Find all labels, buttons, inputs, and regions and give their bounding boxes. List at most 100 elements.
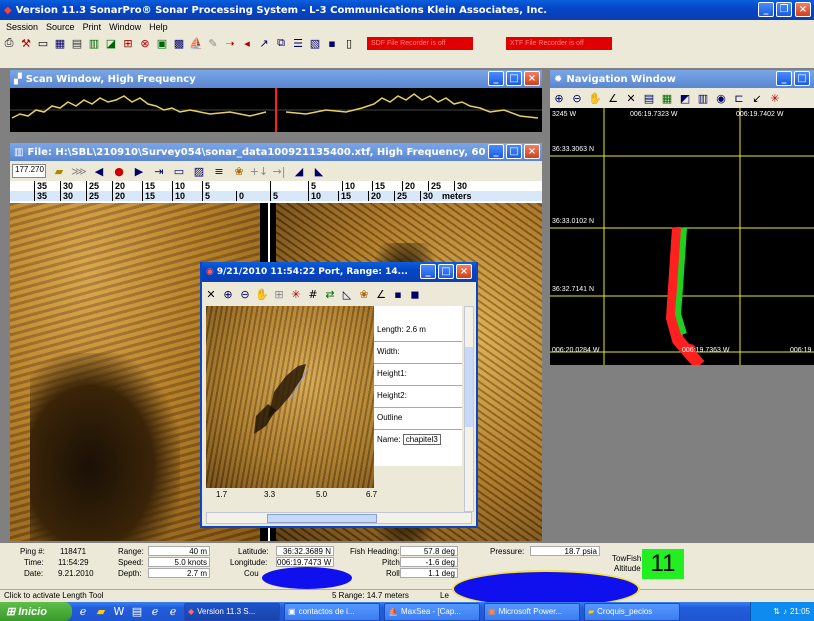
quick-launch-doc-icon[interactable]: ▤ [131, 605, 143, 618]
scan-close-button[interactable]: × [524, 71, 540, 86]
target-zoom-out-icon[interactable]: ⊖ [240, 287, 250, 301]
zoom-in-icon[interactable]: +↓ [249, 164, 269, 178]
target-hatch-icon[interactable]: # [308, 287, 318, 301]
task-maxsea[interactable]: ⛵ MaxSea - [Cap... [384, 602, 480, 621]
boat-icon[interactable]: ⛵ [189, 36, 203, 50]
nav-track-icon[interactable]: ⊏ [734, 91, 744, 105]
scan-window-title-bar[interactable]: ▞ Scan Window, High Frequency _ □ × [10, 70, 542, 88]
nav-table-icon[interactable]: ▥ [697, 91, 709, 105]
palette-icon[interactable]: ❀ [234, 164, 244, 178]
layout-icon[interactable]: ▣ [156, 36, 168, 50]
outline-field[interactable]: Outline [374, 406, 462, 430]
app-title-bar[interactable]: ◆ Version 11.3 SonarPro® Sonar Processin… [0, 0, 814, 20]
nav-clear-icon[interactable]: ✕ [626, 91, 636, 105]
file-maximize-button[interactable]: □ [506, 144, 522, 159]
target-image[interactable] [206, 306, 374, 488]
file-close-button[interactable]: × [524, 144, 540, 159]
file-minimize-button[interactable]: _ [488, 144, 504, 159]
target-zoom-in-icon[interactable]: ⊕ [223, 287, 233, 301]
target-close-tool-icon[interactable]: ✕ [206, 287, 216, 301]
settings-icon[interactable]: ▨ [193, 164, 205, 178]
target-icon[interactable]: ◪ [105, 36, 117, 50]
print-icon[interactable]: ⎙ [4, 36, 14, 49]
xtf-recorder-button[interactable]: XTF File Recorder is off [506, 37, 612, 50]
tray-network-icon[interactable]: ⇅ [773, 607, 780, 616]
quick-launch-ie2-icon[interactable]: ℯ [151, 605, 159, 618]
close-button[interactable]: × [795, 2, 811, 17]
angle-icon[interactable]: ◣ [314, 164, 324, 178]
file-window-title-bar[interactable]: ▥ File: H:\SBL\210910\Survey054\sonar_da… [10, 143, 542, 161]
target-maximize-button[interactable]: □ [438, 264, 454, 279]
map-icon[interactable]: ⊞ [123, 36, 133, 50]
nav-measure-icon[interactable]: ∠ [608, 91, 618, 105]
page-icon[interactable]: ▯ [345, 36, 353, 50]
tools-icon[interactable]: ⚒ [21, 36, 31, 50]
nav-maximize-button[interactable]: □ [794, 71, 810, 86]
menu-source[interactable]: Source [46, 22, 75, 32]
task-croquis[interactable]: ▰ Croquis_pecios [584, 602, 680, 621]
pencil-icon[interactable]: ✎ [208, 36, 218, 50]
target-save-icon[interactable]: ▪ [394, 287, 402, 301]
quick-launch-folder-icon[interactable]: ▰ [96, 605, 106, 618]
minimize-button[interactable]: _ [758, 2, 774, 17]
pointer-icon[interactable]: ↗ [259, 36, 269, 50]
height2-field[interactable]: Height2: [374, 384, 462, 408]
stop-icon[interactable]: ● [114, 164, 124, 178]
target-arrows-icon[interactable]: ⇄ [325, 287, 335, 301]
target-window-title-bar[interactable]: ◉ 9/21/2010 11:54:22 Port, Range: 14... … [202, 262, 476, 282]
forward-icon[interactable]: ⇥ [154, 164, 164, 178]
nav-layer-icon[interactable]: ▤ [643, 91, 655, 105]
nav-map[interactable]: 3245 W 006:19.7323 W 006:19.7402 W 36:33… [550, 108, 814, 365]
height1-field[interactable]: Height1: [374, 362, 462, 386]
nav-chart-icon[interactable]: ◩ [679, 91, 691, 105]
target-hscroll-thumb[interactable] [267, 514, 377, 523]
display-icon[interactable]: ▭ [173, 164, 185, 178]
ship-icon[interactable]: ▩ [173, 36, 185, 50]
line-icon[interactable]: ➝ [225, 36, 235, 50]
quick-launch-word-icon[interactable]: W [113, 605, 125, 618]
nav-grid-icon[interactable]: ▦ [661, 91, 673, 105]
target-close-button[interactable]: × [456, 264, 472, 279]
zoom-out-icon[interactable]: →| [272, 164, 286, 178]
window-icon[interactable]: ▭ [37, 36, 49, 50]
target-chart-icon[interactable]: ◺ [342, 287, 352, 301]
name-input[interactable]: chapitel3 [402, 434, 441, 445]
filter-icon[interactable]: ≡ [214, 164, 224, 178]
list-icon[interactable]: ☰ [293, 36, 303, 50]
target-minimize-button[interactable]: _ [420, 264, 436, 279]
target-palette-icon[interactable]: ❀ [359, 287, 369, 301]
save-icon[interactable]: ▪ [328, 36, 336, 50]
task-sonarpro[interactable]: ◆ Version 11.3 S... [184, 602, 280, 621]
menu-print[interactable]: Print [82, 22, 102, 32]
target-export-icon[interactable]: ◼ [410, 287, 420, 301]
open-folder-icon[interactable]: ▰ [54, 164, 64, 178]
nav-line-icon[interactable]: ↙ [752, 91, 762, 105]
target-measure-icon[interactable]: ∠ [376, 287, 386, 301]
play-icon[interactable]: ▶ [134, 164, 144, 178]
tray-volume-icon[interactable]: ♪ [782, 607, 787, 616]
start-button[interactable]: ⊞ Inicio [0, 602, 72, 621]
quick-launch-ie3-icon[interactable]: ℯ [169, 605, 177, 618]
nav-window-title-bar[interactable]: ✹ Navigation Window _ □ [550, 70, 814, 88]
maximize-button[interactable]: ❐ [776, 2, 792, 17]
nav-zoom-in-icon[interactable]: ⊕ [554, 91, 564, 105]
layers-icon[interactable]: ▤ [71, 36, 83, 50]
split-icon[interactable]: ▧ [309, 36, 321, 50]
target-sun-icon[interactable]: ✳ [291, 287, 301, 301]
arrow-left-icon[interactable]: ◂ [244, 36, 250, 50]
position-field[interactable]: 177.270 [12, 164, 46, 178]
nav-target-icon[interactable]: ◉ [716, 91, 726, 105]
menu-window[interactable]: Window [109, 22, 142, 32]
speed-icon[interactable]: ⋙ [71, 164, 87, 178]
nav-star-icon[interactable]: ✳ [770, 91, 780, 105]
measure-icon[interactable]: ◢ [294, 164, 304, 178]
nav-minimize-button[interactable]: _ [776, 71, 792, 86]
task-contactos[interactable]: ▣ contactos de i... [284, 602, 380, 621]
nav-zoom-out-icon[interactable]: ⊖ [572, 91, 582, 105]
record-icon[interactable]: ⊗ [140, 36, 150, 50]
chart-icon[interactable]: ▥ [88, 36, 100, 50]
target-grid-icon[interactable]: ⊞ [274, 287, 284, 301]
menu-help[interactable]: Help [149, 22, 168, 32]
layers-alt-icon[interactable]: ⧉ [277, 36, 285, 49]
width-field[interactable]: Width: [374, 340, 462, 364]
